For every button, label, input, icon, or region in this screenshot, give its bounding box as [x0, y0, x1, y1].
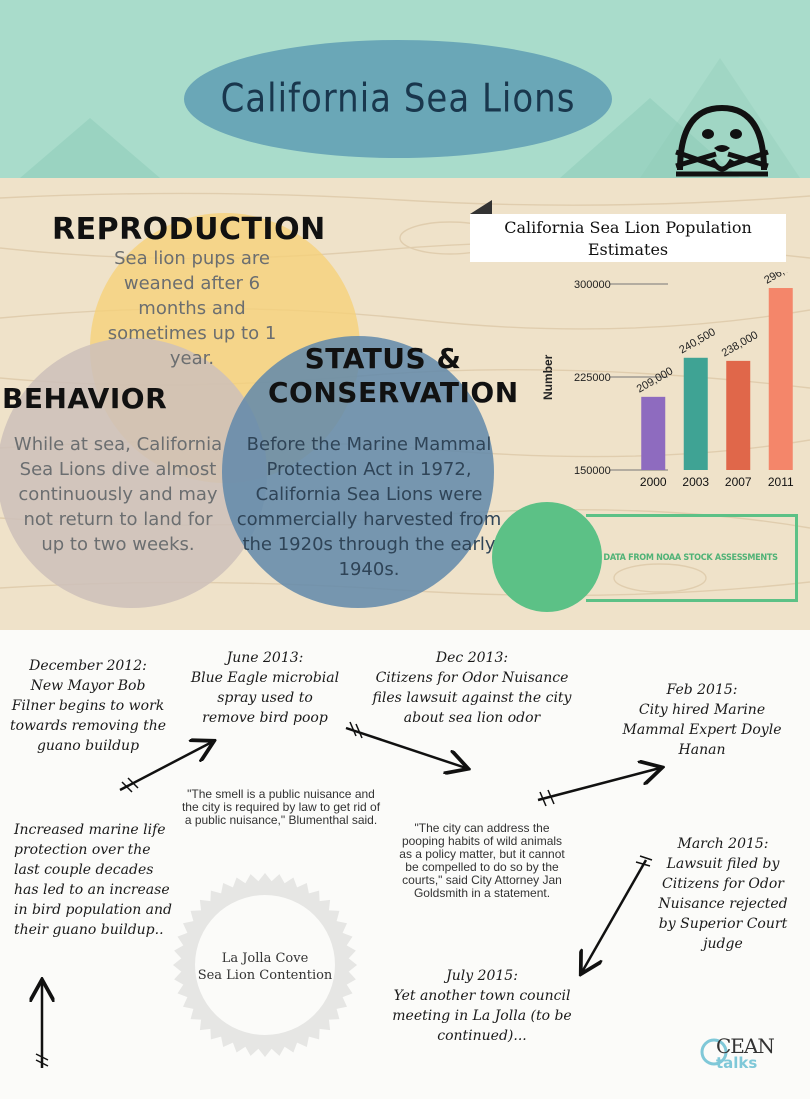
status-text: Before the Marine Mammal Protection Act …: [236, 434, 502, 580]
info-section: REPRODUCTION Sea lion pups are weaned af…: [0, 178, 810, 630]
chart-bar: [641, 396, 666, 470]
stamp-inner: [195, 895, 335, 1035]
source-note: DATA FROM NOAA STOCK ASSESSMENTS: [603, 553, 778, 563]
chart-title: California Sea Lion Population Estimates: [470, 214, 786, 262]
quote-goldsmith: "The city can address the pooping habits…: [399, 821, 565, 900]
timeline-jun-2013: June 2013: Blue Eagle microbial spray us…: [190, 650, 340, 726]
stamp-line-2: Sea Lion Contention: [197, 968, 333, 983]
bar-data-label: 209,000: [635, 365, 675, 395]
logo-text: CEAN: [716, 1034, 775, 1058]
ocean-talks-logo-icon: [700, 1038, 728, 1066]
y-tick-label: 150000: [574, 465, 611, 477]
arrow-icon: [537, 768, 660, 802]
reproduction-heading: REPRODUCTION: [52, 212, 326, 247]
timeline-mar-2015: March 2015: Lawsuit filed by Citizens fo…: [658, 836, 788, 952]
x-tick-label: 2007: [725, 475, 752, 489]
sea-lion-face-icon: [675, 104, 769, 177]
arrow-icon: [345, 726, 466, 768]
reproduction-text: Sea lion pups are weaned after 6 months …: [107, 248, 277, 369]
header-banner: California Sea Lions: [0, 0, 810, 178]
logo-subtext: talks: [716, 1054, 758, 1072]
behavior-heading: BEHAVIOR: [2, 382, 168, 415]
stamp-label: La Jolla Cove Sea Lion Contention: [170, 950, 360, 984]
stamp-badge: [173, 873, 357, 1057]
timeline-background-note: Increased marine life protection over th…: [14, 822, 173, 938]
chart-bar: [726, 360, 751, 470]
y-axis-label: Number: [541, 354, 555, 400]
behavior-text: While at sea, California Sea Lions dive …: [13, 434, 223, 555]
stamp-line-1: La Jolla Cove: [221, 951, 309, 966]
population-chart: 150000 225000 300000 Number 209,000 2000 240,5…: [541, 272, 800, 489]
mountain-shape: [640, 58, 800, 178]
status-circle: [222, 336, 494, 608]
timeline-dec-2013: Dec 2013: Citizens for Odor Nuisance fil…: [372, 650, 572, 726]
bar-data-label: 238,000: [720, 329, 760, 359]
y-tick-label: 225000: [574, 372, 611, 384]
source-box: DATA FROM NOAA STOCK ASSESSMENTS: [586, 514, 798, 602]
timeline-jul-2015: July 2015: Yet another town council meet…: [392, 968, 572, 1044]
chart-bar: [683, 357, 708, 470]
page-title: California Sea Lions: [220, 76, 576, 122]
green-circle: [492, 502, 602, 612]
timeline-feb-2015: Feb 2015: City hired Marine Mammal Exper…: [622, 682, 782, 758]
mountain-shape: [20, 118, 160, 178]
x-tick-label: 2011: [768, 475, 794, 489]
quote-blumenthal: "The smell is a public nuisance and the …: [181, 787, 381, 827]
title-oval: California Sea Lions: [184, 40, 612, 158]
x-tick-label: 2003: [682, 475, 709, 489]
timeline-dec-2012: December 2012: New Mayor Bob Filner begi…: [9, 658, 167, 754]
x-tick-label: 2000: [640, 475, 667, 489]
chart-flag: [470, 200, 492, 214]
arrow-icon: [582, 859, 648, 972]
chart-bar: [768, 288, 793, 470]
status-heading: STATUS & CONSERVATION: [268, 342, 519, 409]
y-tick-label: 300000: [574, 279, 611, 291]
bar-data-label: 296,750: [762, 272, 800, 287]
bar-data-label: 240,500: [677, 326, 717, 356]
